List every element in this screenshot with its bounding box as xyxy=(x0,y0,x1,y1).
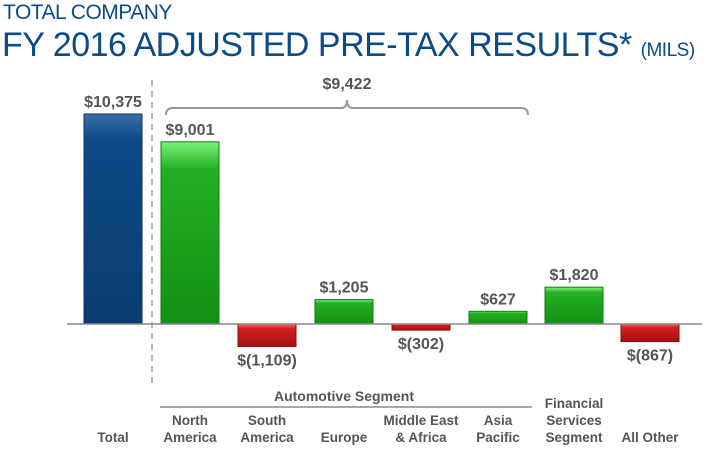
category-label-3: Europe xyxy=(321,430,368,445)
data-label-3: $1,205 xyxy=(320,280,369,297)
category-label-7: All Other xyxy=(621,430,679,445)
group-label: Automotive Segment xyxy=(274,388,414,404)
subtitle: TOTAL COMPANY xyxy=(3,1,172,24)
category-label-1: America xyxy=(163,430,217,445)
data-label-0: $10,375 xyxy=(84,94,142,111)
category-label-5: Asia xyxy=(484,413,513,428)
category-label-4: Middle East xyxy=(383,413,459,428)
unit-label: (MILS) xyxy=(640,40,696,61)
category-label-4: & Africa xyxy=(395,430,447,445)
bar-7 xyxy=(620,323,680,343)
title-text: FY 2016 ADJUSTED PRE-TAX RESULTS* xyxy=(2,26,632,64)
category-label-6: Financial xyxy=(545,396,604,411)
data-label-5: $627 xyxy=(480,291,516,308)
data-label-2: $(1,109) xyxy=(237,352,297,369)
category-label-2: South xyxy=(248,413,286,428)
bar-0 xyxy=(83,113,143,325)
bracket-label: $9,422 xyxy=(323,76,372,93)
bar-1 xyxy=(160,141,220,325)
data-label-1: $9,001 xyxy=(166,122,215,139)
bar-5 xyxy=(468,310,528,325)
category-label-5: Pacific xyxy=(476,430,520,445)
bar-3 xyxy=(314,299,374,325)
automotive-bracket xyxy=(165,99,529,116)
bar-6 xyxy=(544,286,604,325)
category-label-2: America xyxy=(240,430,294,445)
category-label-1: North xyxy=(172,413,208,428)
category-label-6: Services xyxy=(546,413,602,428)
bar-4 xyxy=(391,323,451,331)
page-title: FY 2016 ADJUSTED PRE-TAX RESULTS* (MILS) xyxy=(2,26,695,65)
category-label-6: Segment xyxy=(545,430,603,445)
data-label-4: $(302) xyxy=(398,336,444,353)
category-label-0: Total xyxy=(97,430,128,445)
bar-2 xyxy=(237,323,297,347)
data-label-7: $(867) xyxy=(627,348,673,365)
data-label-6: $1,820 xyxy=(550,267,599,284)
